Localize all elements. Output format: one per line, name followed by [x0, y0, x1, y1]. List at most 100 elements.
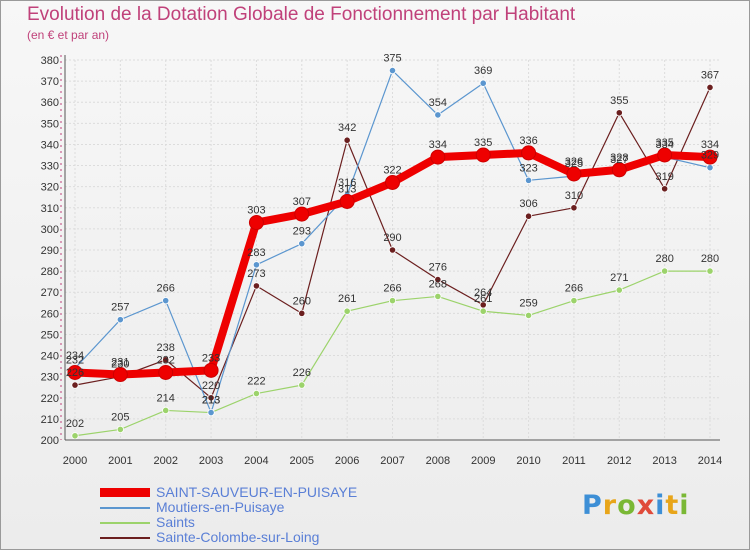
data-label: 276	[429, 262, 447, 274]
logo-letter: P	[582, 490, 603, 521]
data-point	[475, 147, 491, 163]
data-point	[207, 408, 215, 417]
data-point	[706, 267, 714, 275]
data-label: 335	[655, 137, 673, 149]
y-tick-label: 270	[41, 287, 59, 299]
data-label: 202	[66, 418, 84, 430]
data-point	[479, 79, 487, 87]
data-point	[388, 246, 397, 254]
data-point	[611, 162, 627, 178]
data-label: 226	[293, 367, 311, 379]
data-point	[343, 136, 351, 144]
y-tick-label: 260	[41, 308, 59, 320]
data-point	[112, 367, 128, 383]
data-label: 310	[565, 190, 583, 202]
data-point	[298, 381, 306, 389]
data-label: 355	[610, 95, 628, 107]
legend-swatch	[100, 522, 150, 524]
data-point	[702, 149, 718, 165]
x-tick-label: 2008	[426, 455, 450, 467]
legend-swatch	[100, 537, 150, 539]
y-tick-label: 360	[41, 97, 59, 109]
data-label: 266	[565, 283, 583, 295]
logo-letter: i	[679, 490, 690, 521]
y-tick-label: 230	[41, 372, 59, 384]
data-label: 213	[202, 395, 220, 407]
data-label: 266	[383, 283, 401, 295]
x-tick-label: 2001	[108, 455, 132, 467]
logo-letter: o	[617, 490, 637, 521]
data-point	[252, 282, 261, 290]
x-tick-label: 2009	[471, 455, 495, 467]
data-label: 230	[111, 359, 129, 371]
data-label: 232	[66, 354, 84, 366]
data-point	[116, 425, 124, 434]
data-point	[116, 316, 124, 324]
y-tick-label: 340	[41, 139, 59, 151]
data-point	[207, 394, 215, 402]
data-label: 234	[66, 350, 84, 362]
data-label: 260	[293, 295, 311, 307]
data-label: 214	[157, 392, 175, 404]
data-point	[294, 206, 310, 222]
data-label: 334	[701, 139, 719, 151]
y-tick-label: 330	[41, 161, 59, 173]
data-label: 325	[565, 158, 583, 170]
logo-letter: t	[665, 490, 680, 521]
legend-swatch	[100, 488, 150, 497]
data-label: 280	[701, 253, 719, 265]
data-point	[570, 297, 578, 305]
data-point	[67, 364, 83, 380]
data-point	[252, 261, 261, 269]
y-tick-label: 380	[41, 55, 59, 67]
chart-title: Evolution de la Dotation Globale de Fonc…	[27, 4, 576, 25]
data-point	[661, 267, 669, 275]
data-label: 369	[474, 65, 492, 77]
data-label: 261	[474, 293, 492, 305]
data-point	[479, 307, 487, 315]
legend-swatch	[100, 507, 150, 509]
data-point	[434, 275, 442, 284]
data-label: 303	[247, 205, 265, 217]
data-point	[615, 286, 623, 294]
data-point	[158, 364, 174, 380]
data-label: 271	[610, 272, 628, 284]
data-label: 329	[701, 150, 719, 162]
data-label: 233	[202, 352, 220, 364]
y-tick-label: 350	[41, 118, 59, 130]
line-chart: 200 210 220 230 240 250 260 270 280 290 300 310 320 3…	[41, 53, 723, 467]
data-label: 328	[610, 152, 628, 164]
x-tick-label: 2013	[652, 455, 676, 467]
data-label: 231	[111, 357, 129, 369]
y-tick-label: 290	[41, 245, 59, 257]
data-point	[570, 204, 578, 212]
y-tick-label: 250	[41, 329, 59, 341]
data-label: 335	[474, 137, 492, 149]
y-tick-label: 300	[41, 224, 59, 236]
data-point	[339, 193, 355, 209]
legend-label: SAINT-SAUVEUR-EN-PUISAYE	[156, 484, 358, 500]
data-label: 336	[519, 135, 537, 147]
legend-label: Sainte-Colombe-sur-Loing	[156, 529, 320, 545]
logo-letter: x	[636, 490, 656, 521]
y-tick-label: 210	[41, 414, 59, 426]
data-point	[388, 297, 397, 305]
data-label: 319	[655, 171, 673, 183]
data-label: 261	[338, 293, 356, 305]
x-tick-label: 2002	[153, 455, 177, 467]
data-label: 238	[157, 342, 175, 354]
x-tick-label: 2003	[199, 455, 223, 467]
data-label: 367	[701, 69, 719, 81]
data-point	[521, 145, 537, 161]
y-tick-label: 370	[41, 76, 59, 88]
data-label: 283	[247, 247, 265, 259]
legend-label: Moutiers-en-Puisaye	[156, 499, 285, 515]
y-tick-label: 310	[41, 203, 59, 215]
data-label: 222	[247, 376, 265, 388]
data-label: 293	[293, 226, 311, 238]
x-tick-label: 2011	[562, 455, 586, 467]
data-label: 213	[202, 395, 220, 407]
data-point	[385, 174, 400, 190]
data-label: 342	[338, 122, 356, 134]
